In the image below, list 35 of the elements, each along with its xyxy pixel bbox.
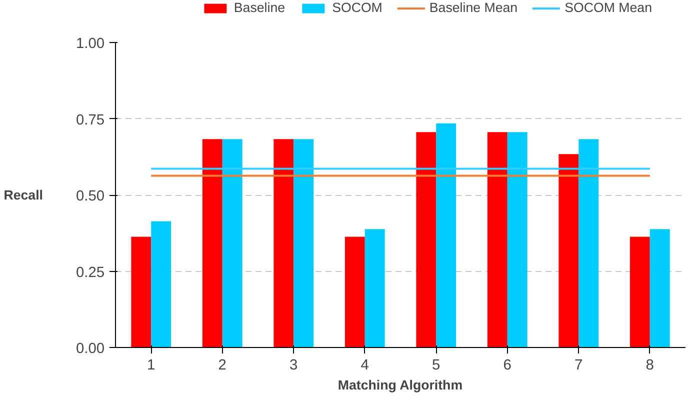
x-tick-label: 5 (432, 358, 440, 374)
bar (222, 139, 242, 348)
x-tick-label: 6 (503, 358, 512, 374)
bar (650, 229, 670, 348)
x-tick-label: 2 (218, 358, 226, 374)
x-tick-label: 8 (646, 358, 654, 374)
legend-label: Baseline (234, 0, 286, 15)
legend-label: Baseline Mean (429, 0, 518, 15)
bar (558, 154, 579, 348)
bar (364, 229, 385, 348)
bar (131, 236, 152, 348)
x-axis-title: Matching Algorithm (338, 378, 463, 392)
y-tick-label: 0.25 (76, 264, 105, 281)
legend-label: SOCOM (332, 0, 382, 15)
y-axis-title: Recall (4, 188, 43, 202)
y-tick-label: 0.50 (76, 188, 105, 204)
legend-label: SOCOM Mean (564, 0, 652, 15)
bar (436, 123, 456, 348)
bar (578, 139, 599, 348)
bar (416, 132, 436, 348)
bar (151, 221, 172, 348)
y-tick-label: 0.00 (76, 341, 105, 357)
bar (507, 132, 528, 348)
y-tick-label: 0.75 (76, 112, 105, 128)
x-tick-label: 4 (360, 358, 369, 374)
bar (274, 139, 294, 348)
x-tick-label: 7 (574, 358, 583, 374)
bar (294, 139, 314, 348)
bar (487, 132, 508, 348)
bar (630, 236, 650, 348)
bar (202, 139, 222, 348)
y-tick-label: 1.00 (76, 36, 105, 52)
bar (344, 236, 365, 348)
x-tick-label: 1 (147, 358, 156, 374)
x-tick-label: 3 (290, 358, 298, 374)
